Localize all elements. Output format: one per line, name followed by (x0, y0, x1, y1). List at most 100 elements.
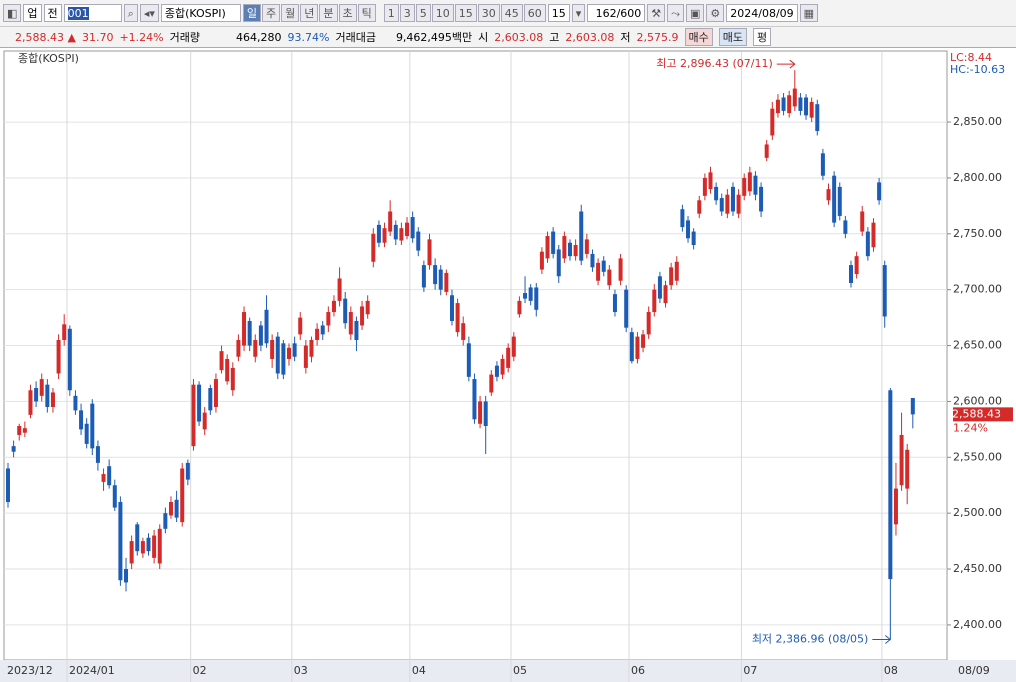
period-button[interactable]: 일 (242, 4, 261, 22)
name-field: 종합(KOSPI) (160, 4, 241, 22)
candle-body (905, 449, 910, 489)
code-input[interactable]: 001 (63, 4, 122, 22)
hc-label: HC:-10.63 (950, 63, 1005, 76)
search-button[interactable]: ⌕ (123, 4, 138, 22)
candle-body (444, 272, 449, 292)
candle-body (405, 222, 410, 237)
candle-body (837, 186, 842, 216)
interval-button[interactable]: 45 (500, 4, 523, 22)
volume: 464,280 (236, 30, 282, 44)
sound-button[interactable]: ◂▾ (139, 4, 159, 22)
period-button[interactable]: 년 (300, 4, 319, 22)
quote-bar: 2,588.43 ▲ 31.70 +1.24% 거래량 464,280 93.7… (0, 27, 1016, 48)
candle-body (264, 309, 269, 344)
period-button[interactable]: 분 (319, 4, 338, 22)
candle-body (534, 287, 539, 310)
avg-button[interactable]: 평 (753, 28, 772, 46)
amount-label: 거래대금 (335, 31, 376, 44)
candle-body (236, 339, 241, 357)
candle-body (174, 499, 179, 518)
candle-body (157, 528, 162, 564)
calendar-button[interactable]: ▦ (799, 4, 819, 22)
interval-button[interactable]: 60 (523, 4, 546, 22)
settings-button[interactable]: ⚙ (706, 4, 725, 22)
candle-body (697, 200, 702, 214)
candle-body (191, 384, 196, 447)
sell-button[interactable]: 매도 (718, 28, 748, 46)
last-price-tag (953, 407, 1013, 422)
x-tick-label: 03 (294, 664, 308, 677)
candle-body (860, 211, 865, 232)
candle-body (910, 397, 915, 415)
candle-body (309, 339, 314, 357)
unit-field[interactable]: 15 (547, 4, 570, 22)
code-text: 001 (67, 7, 89, 20)
x-axis-band (0, 660, 1016, 682)
x-tick-label: 04 (412, 664, 426, 677)
candle-body (781, 97, 786, 111)
unit-dropdown[interactable]: ▾ (571, 4, 586, 22)
candle-body (511, 336, 516, 357)
candle-body (320, 325, 325, 335)
candle-body (579, 211, 584, 261)
candle-body (635, 336, 640, 359)
candle-body (893, 488, 898, 525)
candle-body (624, 289, 629, 328)
lc-label: LC:8.44 (950, 51, 992, 64)
candle-body (590, 253, 595, 268)
candle-body (629, 332, 634, 362)
candle-body (56, 339, 61, 374)
y-tick-label: 2,850.00 (953, 115, 1002, 128)
candle-body (303, 345, 308, 368)
candle-body (124, 569, 129, 583)
interval-button[interactable]: 15 (454, 4, 477, 22)
candle-body (646, 312, 651, 335)
candle-body (545, 236, 550, 259)
tool-button[interactable]: ⚒ (647, 4, 666, 22)
candle-body (343, 298, 348, 324)
x-tick-label: 08 (884, 664, 898, 677)
candle-body (28, 390, 33, 415)
candle-body (202, 412, 207, 430)
count-field[interactable]: 162/600 (587, 4, 646, 22)
candle-body (393, 224, 398, 240)
candle-body (331, 300, 336, 313)
period-button[interactable]: 틱 (357, 4, 376, 22)
tool-button[interactable]: ⤳ (667, 4, 684, 22)
candle-body (242, 312, 247, 346)
candle-body (708, 172, 713, 190)
y-tick-label: 2,450.00 (953, 562, 1002, 575)
low: 2,575.9 (636, 30, 679, 44)
interval-button[interactable]: 1 (383, 4, 399, 22)
interval-button[interactable]: 3 (399, 4, 415, 22)
interval-button[interactable]: 30 (477, 4, 500, 22)
candle-body (326, 312, 331, 326)
period-button[interactable]: 월 (281, 4, 300, 22)
icon-button[interactable]: ◧ (3, 4, 22, 22)
candle-body (792, 88, 797, 107)
interval-button[interactable]: 5 (415, 4, 431, 22)
candle-body (438, 269, 443, 290)
candle-body (820, 153, 825, 176)
candle-body (680, 209, 685, 228)
period-button[interactable]: 주 (262, 4, 281, 22)
scope-select[interactable]: 전 (43, 4, 62, 22)
date-field[interactable]: 2024/08/09 (726, 4, 798, 22)
candle-body (494, 365, 499, 377)
min-arrow (872, 635, 892, 644)
candle-body (556, 249, 561, 277)
candle-body (573, 244, 578, 257)
period-button[interactable]: 초 (338, 4, 357, 22)
save-button[interactable]: ▣ (685, 4, 705, 22)
candle-body (517, 300, 522, 315)
chart: 종합(KOSPI) LC:8.44 HC:-10.63 2,400.00 2,45… (0, 48, 1016, 682)
market-select[interactable]: 업 (23, 4, 42, 22)
candle-body (129, 541, 134, 564)
buy-button[interactable]: 매수 (684, 28, 713, 46)
y-tick-label: 2,750.00 (953, 227, 1002, 240)
candle-body (95, 446, 100, 463)
interval-button[interactable]: 10 (431, 4, 454, 22)
volume-label: 거래량 (169, 31, 200, 44)
